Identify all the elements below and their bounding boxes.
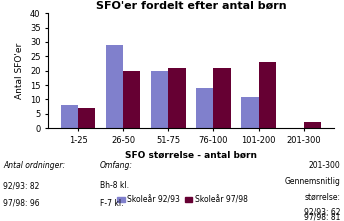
Bar — [123, 71, 140, 128]
Text: Bh-8 kl.: Bh-8 kl. — [100, 181, 129, 190]
X-axis label: SFO størrelse - antal børn: SFO størrelse - antal børn — [125, 150, 257, 159]
Text: 201-300: 201-300 — [309, 161, 341, 170]
Bar — [303, 122, 321, 128]
Text: Gennemsnitlig: Gennemsnitlig — [285, 177, 341, 186]
Text: 92/93: 82: 92/93: 82 — [3, 181, 40, 190]
Title: SFO'er fordelt efter antal børn: SFO'er fordelt efter antal børn — [96, 1, 286, 11]
Text: F-7 kl.: F-7 kl. — [100, 199, 123, 208]
Bar — [78, 108, 95, 128]
Text: størrelse:: størrelse: — [304, 192, 341, 201]
Bar — [241, 97, 258, 128]
Bar — [196, 88, 213, 128]
Bar — [169, 68, 185, 128]
Text: Omfang:: Omfang: — [100, 161, 133, 170]
Bar — [151, 71, 169, 128]
Legend: Skoleår 92/93, Skoleår 97/98: Skoleår 92/93, Skoleår 97/98 — [114, 192, 250, 207]
Bar — [106, 45, 123, 128]
Y-axis label: Antal SFO'er: Antal SFO'er — [15, 43, 24, 99]
Text: Antal ordninger:: Antal ordninger: — [3, 161, 66, 170]
Bar — [61, 105, 78, 128]
Text: 97/98: 96: 97/98: 96 — [3, 199, 40, 208]
Bar — [258, 62, 276, 128]
Bar — [213, 68, 230, 128]
Text: 92/93: 62: 92/93: 62 — [304, 208, 341, 217]
Text: 97/98: 81: 97/98: 81 — [304, 212, 341, 221]
